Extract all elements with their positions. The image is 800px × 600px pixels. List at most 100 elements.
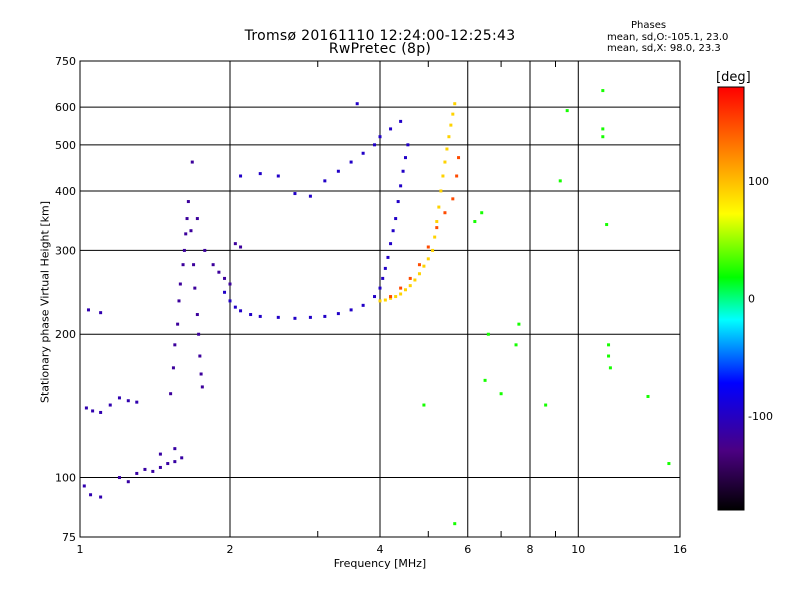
y-tick-labels: 75 100 200 300 400 500 600 750 (55, 55, 76, 544)
data-point (192, 263, 196, 267)
data-point (349, 308, 353, 312)
data-points (82, 89, 671, 526)
data-point (117, 396, 121, 400)
data-point (386, 255, 390, 259)
data-point (158, 465, 162, 469)
data-point (117, 476, 121, 480)
data-point (173, 343, 177, 347)
data-point (195, 313, 199, 317)
data-point (166, 462, 170, 466)
data-point (646, 394, 650, 398)
data-point (323, 179, 327, 183)
data-point (422, 403, 426, 407)
data-point (223, 276, 227, 280)
data-point (184, 232, 188, 236)
data-point (190, 160, 194, 164)
data-point (378, 286, 382, 290)
x-tick-label: 4 (377, 543, 384, 556)
data-point (483, 378, 487, 382)
data-point (178, 282, 182, 286)
data-point (182, 248, 186, 252)
x-tick-label: 1 (77, 543, 84, 556)
colorbar (717, 86, 745, 511)
data-point (389, 127, 393, 131)
colorbar-tick-labels: 100 0 -100 (748, 175, 773, 423)
data-point (608, 366, 612, 370)
data-point (607, 354, 611, 358)
data-point (349, 160, 353, 164)
data-point (293, 192, 297, 196)
data-point (383, 266, 387, 270)
data-point (258, 172, 262, 176)
data-point (223, 290, 227, 294)
y-tick-label: 300 (55, 244, 76, 257)
data-point (439, 189, 443, 193)
data-point (293, 316, 297, 320)
data-point (451, 197, 455, 201)
data-point (99, 410, 103, 414)
data-point (239, 245, 243, 249)
data-point (378, 135, 382, 139)
data-point (408, 284, 412, 288)
data-point (406, 143, 410, 147)
data-point (447, 135, 451, 139)
data-point (558, 179, 562, 183)
data-point (173, 447, 177, 451)
data-point (249, 313, 253, 317)
data-point (544, 403, 548, 407)
data-point (391, 229, 395, 233)
data-point (185, 217, 189, 221)
colorbar-tick-label: 100 (748, 175, 769, 188)
data-point (457, 156, 461, 160)
data-point (473, 220, 477, 224)
data-point (394, 217, 398, 221)
data-point (91, 409, 95, 413)
data-point (403, 156, 407, 160)
data-point (82, 484, 86, 488)
data-point (601, 127, 605, 131)
x-tick-labels: 1 2 4 6 8 10 16 (77, 543, 688, 556)
data-point (667, 462, 671, 466)
data-point (180, 456, 184, 460)
data-point (193, 286, 197, 290)
data-point (233, 242, 237, 246)
data-point (601, 89, 605, 93)
data-point (453, 102, 457, 106)
data-point (394, 295, 398, 299)
y-tick-label: 600 (55, 101, 76, 114)
data-point (197, 332, 201, 336)
data-point (605, 223, 609, 227)
data-point (381, 276, 385, 280)
data-point (437, 205, 441, 209)
data-point (233, 305, 237, 309)
data-point (413, 278, 417, 282)
data-point (239, 309, 243, 313)
data-point (514, 343, 518, 347)
data-point (565, 109, 569, 113)
phase-stats-o: mean, sd,O:-105.1, 23.0 (607, 32, 729, 43)
grid-lines (80, 61, 680, 537)
data-point (99, 311, 103, 315)
data-point (486, 332, 490, 336)
y-tick-label: 100 (55, 472, 76, 485)
data-point (517, 322, 521, 326)
data-point (203, 248, 207, 252)
data-point (399, 119, 403, 123)
data-point (443, 211, 447, 215)
data-point (89, 493, 93, 497)
data-point (373, 295, 377, 299)
data-point (399, 292, 403, 296)
y-tick-label: 750 (55, 55, 76, 68)
data-point (455, 174, 459, 178)
chart-title: Tromsø 20161110 12:24:00-12:25:43 (244, 28, 516, 44)
data-point (323, 314, 327, 318)
data-point (445, 147, 449, 151)
y-tick-label: 75 (62, 531, 76, 544)
data-point (173, 460, 177, 464)
data-point (361, 303, 365, 307)
data-point (417, 263, 421, 267)
data-point (383, 298, 387, 302)
data-point (601, 135, 605, 139)
data-point (135, 471, 139, 475)
